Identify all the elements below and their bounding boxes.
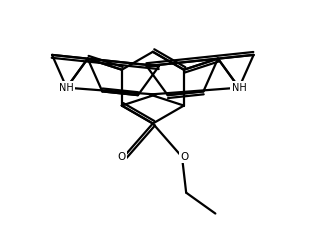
Text: NH: NH: [232, 83, 246, 93]
Text: NH: NH: [59, 83, 74, 93]
Text: O: O: [117, 152, 126, 162]
Text: O: O: [180, 152, 188, 162]
